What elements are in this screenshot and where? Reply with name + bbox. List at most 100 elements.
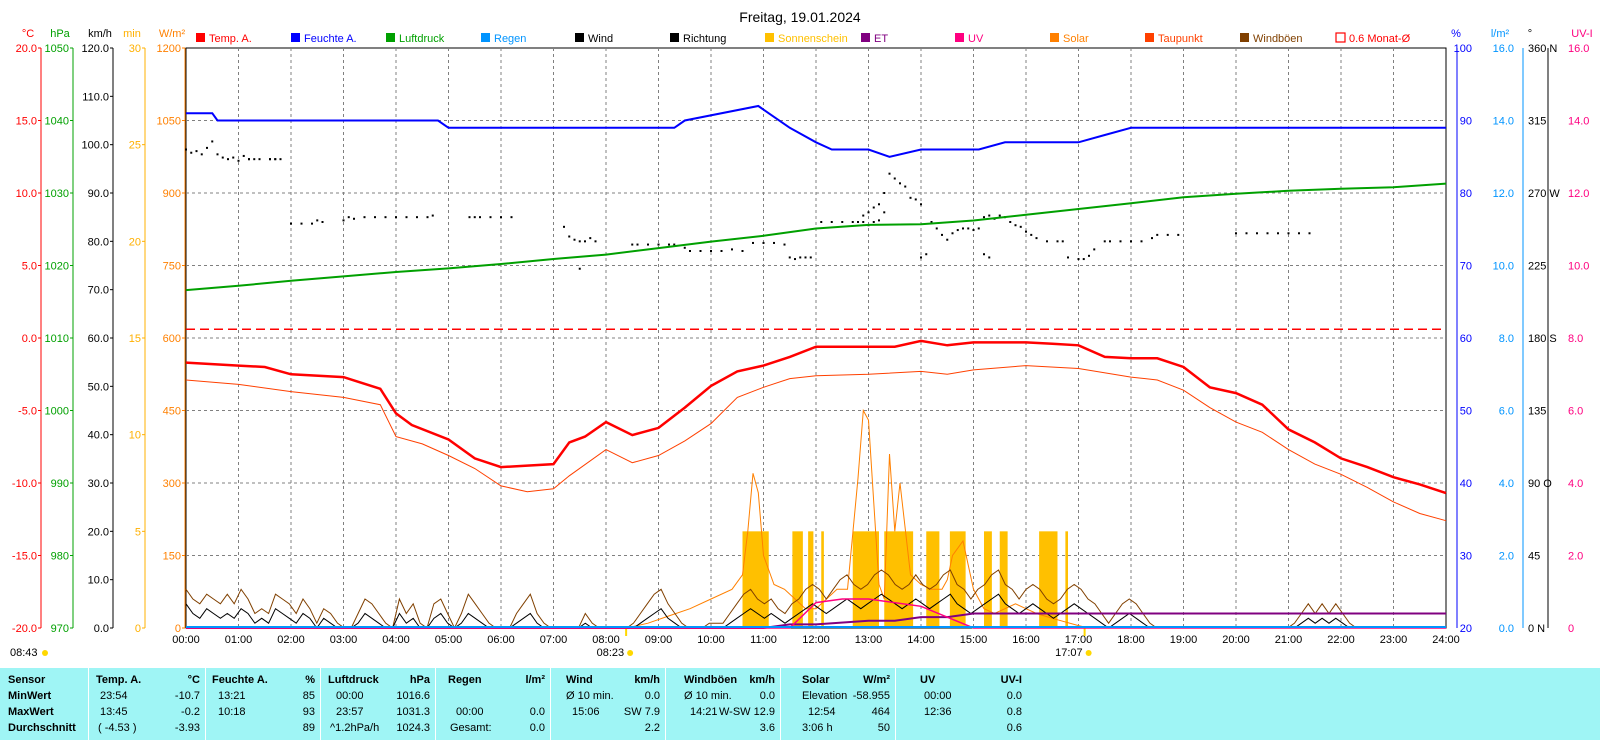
x-tick-label: 07:00: [540, 634, 568, 646]
x-tick-label: 22:00: [1327, 634, 1355, 646]
wind-direction-dot: [232, 156, 235, 159]
wind-direction-dot: [1119, 240, 1122, 243]
right-axis-tick-label: 6.0: [1568, 406, 1583, 418]
left-axis-tick-label: 20.0: [16, 43, 37, 55]
stats-header-rain: Regen: [448, 674, 482, 686]
wind-direction-dot: [841, 221, 844, 223]
wind-direction-dot: [185, 148, 187, 151]
legend-swatch: [955, 33, 964, 42]
wind-direction-dot: [1035, 237, 1038, 240]
stats-cell: 1024.3: [396, 722, 430, 734]
wind-direction-dot: [809, 256, 812, 259]
right-axis-unit: °: [1528, 28, 1532, 40]
stats-cell: 15:06: [572, 706, 600, 718]
stats-cell: 89: [302, 722, 315, 734]
wind-direction-dot: [888, 172, 891, 175]
statistics-table: Sensor Temp. A. °C Feuchte A. % Luftdruc…: [0, 668, 1600, 740]
wind-direction-dot: [920, 203, 922, 206]
right-axis-tick-label: 12.0: [1568, 188, 1589, 200]
x-tick-label: 03:00: [330, 634, 358, 646]
left-axis-tick-label: 10: [129, 430, 141, 442]
stats-cell: 85: [302, 690, 315, 702]
stats-header-hum-unit: %: [305, 674, 315, 686]
wind-direction-dot: [1046, 240, 1048, 243]
left-axis-tick-label: 980: [51, 551, 69, 563]
wind-direction-dot: [878, 203, 880, 206]
wind-direction-dot: [904, 185, 907, 188]
wind-direction-dot: [347, 216, 350, 219]
left-axis-tick-label: 1000: [45, 406, 69, 418]
x-tick-label: 05:00: [435, 634, 463, 646]
wind-direction-dot: [731, 248, 733, 251]
legend-label: Temp. A.: [209, 33, 252, 45]
stats-row-label: MaxWert: [8, 706, 54, 718]
wind-direction-dot: [321, 221, 324, 223]
stats-header-temp-unit: °C: [187, 674, 200, 686]
wind-direction-dot: [489, 216, 492, 219]
wind-direction-dot: [899, 182, 901, 185]
wind-direction-dot: [988, 214, 991, 217]
left-axis-tick-label: 600: [163, 333, 181, 345]
x-tick-label: 10:00: [697, 634, 725, 646]
stats-header-wind: Wind: [566, 674, 593, 686]
wind-direction-dot: [1109, 240, 1111, 243]
legend-swatch: [481, 33, 490, 42]
right-axis-unit: l/m²: [1491, 28, 1510, 40]
wind-direction-dot: [563, 225, 565, 228]
right-axis-tick-label: 8.0: [1499, 333, 1514, 345]
chart-title: Freitag, 19.01.2024: [739, 9, 861, 25]
stats-header-uv-unit: UV-I: [1000, 674, 1022, 686]
wind-direction-dot: [1061, 240, 1064, 243]
stats-cell: 23:54: [100, 690, 128, 702]
wind-direction-dot: [1277, 232, 1279, 235]
wind-direction-dot: [1082, 258, 1085, 261]
wind-direction-dot: [983, 253, 985, 256]
x-tick-label: 17:00: [1065, 634, 1093, 646]
left-axis-tick-label: 990: [51, 478, 69, 490]
right-axis-tick-label: 70: [1460, 261, 1472, 273]
right-axis-tick-label: 45: [1528, 551, 1540, 563]
wind-direction-dot: [1056, 240, 1059, 243]
wind-direction-dot: [683, 246, 686, 249]
x-tick-label: 15:00: [960, 634, 988, 646]
wind-direction-dot: [200, 153, 203, 156]
x-tick-label: 04:00: [382, 634, 410, 646]
left-axis-tick-label: 1040: [45, 116, 69, 128]
left-axis-tick-label: 0: [175, 623, 181, 635]
stats-cell: Gesamt:: [450, 722, 492, 734]
stats-cell: Ø 10 min.: [566, 690, 614, 702]
weather-chart: Freitag, 19.01.2024 Temp. A. Feuchte A. Luf…: [10, 9, 1593, 659]
left-axis-unit: hPa: [50, 28, 70, 40]
sunshine-duration-label: 08:43: [10, 647, 38, 659]
right-axis-tick-label: 6.0: [1499, 406, 1514, 418]
wind-direction-dot: [909, 196, 912, 199]
wind-direction-dot: [794, 258, 796, 261]
wind-direction-dot: [1014, 224, 1017, 227]
wind-direction-dot: [710, 250, 712, 252]
wind-direction-dot: [190, 151, 193, 154]
wind-direction-dot: [699, 250, 702, 252]
wind-direction-dot: [227, 158, 229, 161]
left-axis-tick-label: 15.0: [16, 116, 37, 128]
x-tick-label: 09:00: [645, 634, 673, 646]
left-axis-tick-label: -20.0: [12, 623, 37, 635]
legend-swatch: [1050, 33, 1059, 42]
et-line: [186, 612, 1446, 629]
wind-direction-dot: [820, 221, 823, 223]
left-axis-unit: min: [123, 28, 141, 40]
left-axis-tick-label: 0: [135, 623, 141, 635]
left-axis-tick-label: 0.0: [22, 333, 37, 345]
left-axis-tick-label: 10.0: [88, 575, 109, 587]
stats-cell: 10:18: [218, 706, 246, 718]
wind-direction-dot: [573, 238, 576, 241]
left-axis-tick-label: 1020: [45, 261, 69, 273]
sunshine-bar: [999, 531, 1008, 628]
wind-direction-dot: [426, 216, 429, 219]
wind-direction-dot: [1245, 232, 1248, 235]
left-axis-tick-label: 70.0: [88, 285, 109, 297]
left-axis-tick-label: 0.0: [94, 623, 109, 635]
wind-direction-dot: [935, 227, 938, 230]
stats-cell: 93: [302, 706, 315, 718]
stats-cell: 12:36: [924, 706, 952, 718]
x-tick-label: 18:00: [1117, 634, 1145, 646]
